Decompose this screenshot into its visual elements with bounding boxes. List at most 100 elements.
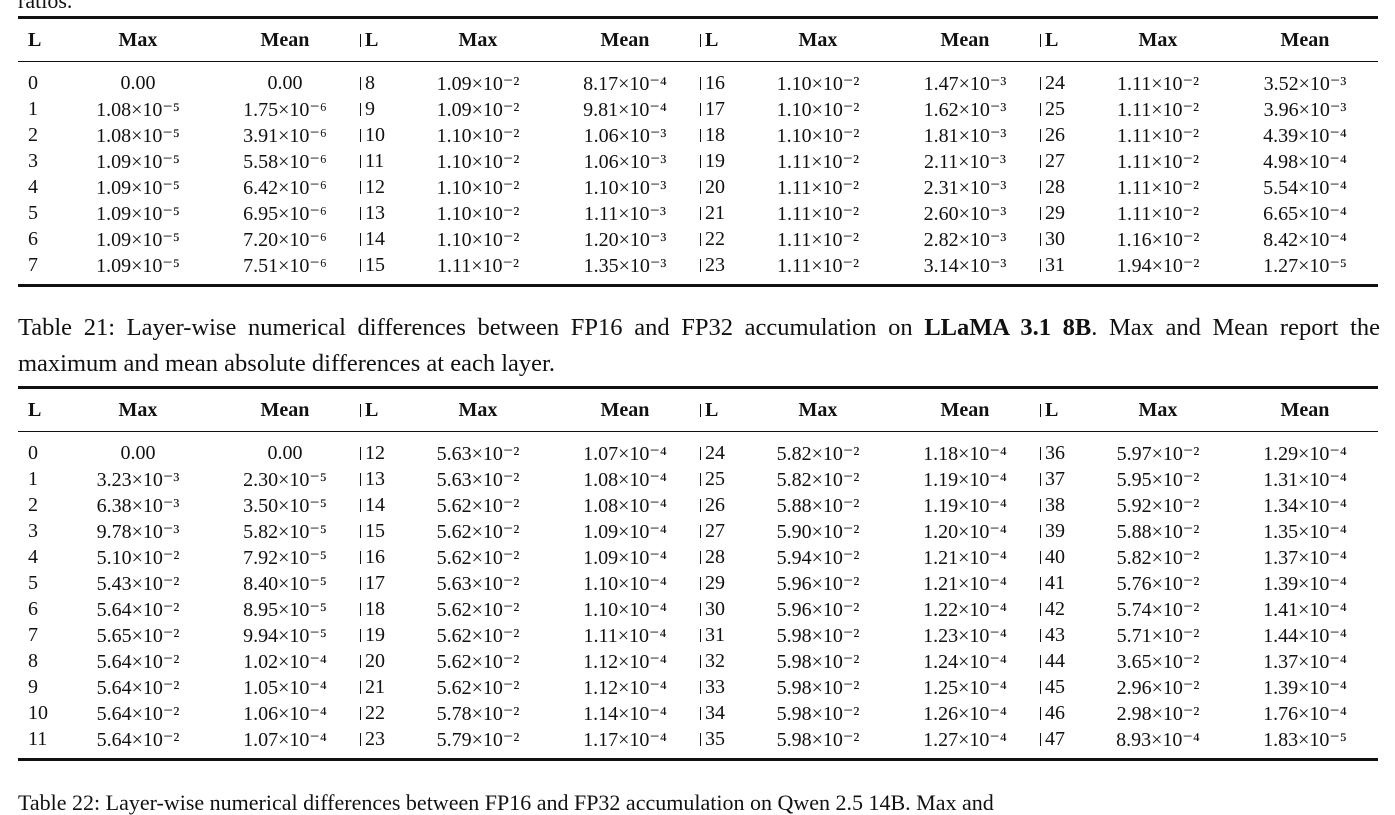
cell-value: 1.07×10⁻⁴ [583, 442, 667, 465]
cell-value: 32 [705, 649, 725, 672]
cell-value: 6 [28, 227, 38, 250]
layer-cell: 16 [698, 62, 744, 97]
header-label: L [1045, 28, 1059, 51]
group-separator [1040, 180, 1041, 194]
cell-value: 1.37×10⁻⁴ [1263, 650, 1347, 673]
cell-value: 1.20×10⁻⁴ [923, 520, 1007, 543]
mean-cell: 1.20×10⁻³ [552, 226, 698, 252]
layer-cell: 12 [358, 432, 404, 467]
cell-value: 31 [1045, 253, 1065, 276]
group-separator [700, 680, 701, 694]
max-cell: 1.94×10⁻² [1084, 252, 1232, 287]
header-label: Mean [260, 28, 310, 51]
column-header: Max [744, 16, 892, 62]
mean-cell: 1.35×10⁻³ [552, 252, 698, 287]
cell-value: 18 [705, 123, 725, 146]
cell-value: 2 [28, 123, 38, 146]
max-cell: 5.64×10⁻² [64, 700, 212, 726]
cell-value: 5.71×10⁻² [1116, 624, 1200, 647]
cell-value: 1.27×10⁻⁵ [1263, 254, 1347, 277]
cell-value: 5.64×10⁻² [96, 728, 180, 751]
mean-cell: 1.19×10⁻⁴ [892, 466, 1038, 492]
group-separator [700, 732, 701, 746]
mean-cell: 3.52×10⁻³ [1232, 62, 1378, 97]
cell-value: 5.10×10⁻² [96, 546, 180, 569]
mean-cell: 1.35×10⁻⁴ [1232, 518, 1378, 544]
cell-value: 27 [1045, 149, 1065, 172]
cell-value: 5 [28, 571, 38, 594]
table-row: 2 1.08×10⁻⁵ 3.91×10⁻⁶ 10 1.10×10⁻² 1.06×10⁻³ 1… [18, 122, 1378, 148]
table-22-grid: L Max Mean L Max Mean L Max Mean L Max Mean 0 0.00 0.… [18, 386, 1378, 761]
cell-value: 29 [1045, 201, 1065, 224]
header-label: Mean [600, 398, 650, 421]
layer-cell: 37 [1038, 466, 1084, 492]
group-separator [700, 498, 701, 512]
group-separator [700, 154, 701, 168]
layer-cell: 12 [358, 174, 404, 200]
group-separator [700, 472, 701, 486]
cell-value: 31 [705, 623, 725, 646]
mean-cell: 1.10×10⁻³ [552, 174, 698, 200]
cell-value: 5.82×10⁻² [1116, 546, 1200, 569]
cell-value: 5.76×10⁻² [1116, 572, 1200, 595]
column-header: Max [1084, 16, 1232, 62]
cell-value: 9 [365, 97, 375, 120]
cell-value: 18 [365, 597, 385, 620]
header-label: Max [458, 398, 498, 421]
mean-cell: 1.05×10⁻⁴ [212, 674, 358, 700]
layer-cell: 27 [698, 518, 744, 544]
cell-value: 1.11×10⁻² [1116, 98, 1200, 121]
column-header: Max [744, 386, 892, 432]
layer-cell: 45 [1038, 674, 1084, 700]
cell-value: 19 [705, 149, 725, 172]
cell-value: 1.11×10⁻² [1116, 72, 1200, 95]
mean-cell: 2.60×10⁻³ [892, 200, 1038, 226]
cell-value: 5.74×10⁻² [1116, 598, 1200, 621]
cell-value: 1.02×10⁻⁴ [243, 650, 327, 673]
table-22: L Max Mean L Max Mean L Max Mean L Max Mean 0 0.00 0.… [18, 386, 1378, 761]
mean-cell: 1.44×10⁻⁴ [1232, 622, 1378, 648]
cell-value: 5.63×10⁻² [436, 468, 520, 491]
layer-cell: 2 [18, 492, 64, 518]
mean-cell: 1.22×10⁻⁴ [892, 596, 1038, 622]
cell-value: 44 [1045, 649, 1065, 672]
table-row: 9 5.64×10⁻² 1.05×10⁻⁴ 21 5.62×10⁻² 1.12×10⁻⁴ 3… [18, 674, 1378, 700]
cell-value: 1.17×10⁻⁴ [583, 728, 667, 751]
max-cell: 5.79×10⁻² [404, 726, 552, 761]
cell-value: 5.63×10⁻² [436, 442, 520, 465]
table-21-body: 0 0.00 0.00 8 1.09×10⁻² 8.17×10⁻⁴ 16 1.10×10⁻² 1… [18, 62, 1378, 287]
cell-value: 43 [1045, 623, 1065, 646]
cell-value: 1.09×10⁻⁴ [583, 520, 667, 543]
group-separator [700, 33, 701, 47]
max-cell: 5.96×10⁻² [744, 570, 892, 596]
layer-cell: 19 [358, 622, 404, 648]
layer-cell: 44 [1038, 648, 1084, 674]
max-cell: 5.95×10⁻² [1084, 466, 1232, 492]
group-separator [360, 128, 361, 142]
header-label: Mean [600, 28, 650, 51]
cell-value: 1.41×10⁻⁴ [1263, 598, 1347, 621]
cell-value: 1.23×10⁻⁴ [923, 624, 1007, 647]
mean-cell: 1.14×10⁻⁴ [552, 700, 698, 726]
layer-cell: 24 [698, 432, 744, 467]
cell-value: 1.11×10⁻² [1116, 202, 1200, 225]
cell-value: 1.31×10⁻⁴ [1263, 468, 1347, 491]
group-separator [360, 180, 361, 194]
mean-cell: 6.42×10⁻⁶ [212, 174, 358, 200]
cell-value: 1.12×10⁻⁴ [583, 650, 667, 673]
mean-cell: 1.62×10⁻³ [892, 96, 1038, 122]
cell-value: 5.82×10⁻⁵ [243, 520, 327, 543]
cell-value: 2.11×10⁻³ [923, 150, 1007, 173]
cell-value: 5.98×10⁻² [776, 676, 860, 699]
table-row: 8 5.64×10⁻² 1.02×10⁻⁴ 20 5.62×10⁻² 1.12×10⁻⁴ 3… [18, 648, 1378, 674]
max-cell: 2.96×10⁻² [1084, 674, 1232, 700]
max-cell: 5.90×10⁻² [744, 518, 892, 544]
layer-cell: 26 [698, 492, 744, 518]
max-cell: 5.64×10⁻² [64, 674, 212, 700]
cell-value: 11 [28, 727, 48, 750]
mean-cell: 6.95×10⁻⁶ [212, 200, 358, 226]
table-row: 0 0.00 0.00 12 5.63×10⁻² 1.07×10⁻⁴ 24 5.82×10⁻²… [18, 432, 1378, 467]
mean-cell: 1.37×10⁻⁴ [1232, 648, 1378, 674]
cell-value: 8.40×10⁻⁵ [243, 572, 327, 595]
cell-value: 46 [1045, 701, 1065, 724]
